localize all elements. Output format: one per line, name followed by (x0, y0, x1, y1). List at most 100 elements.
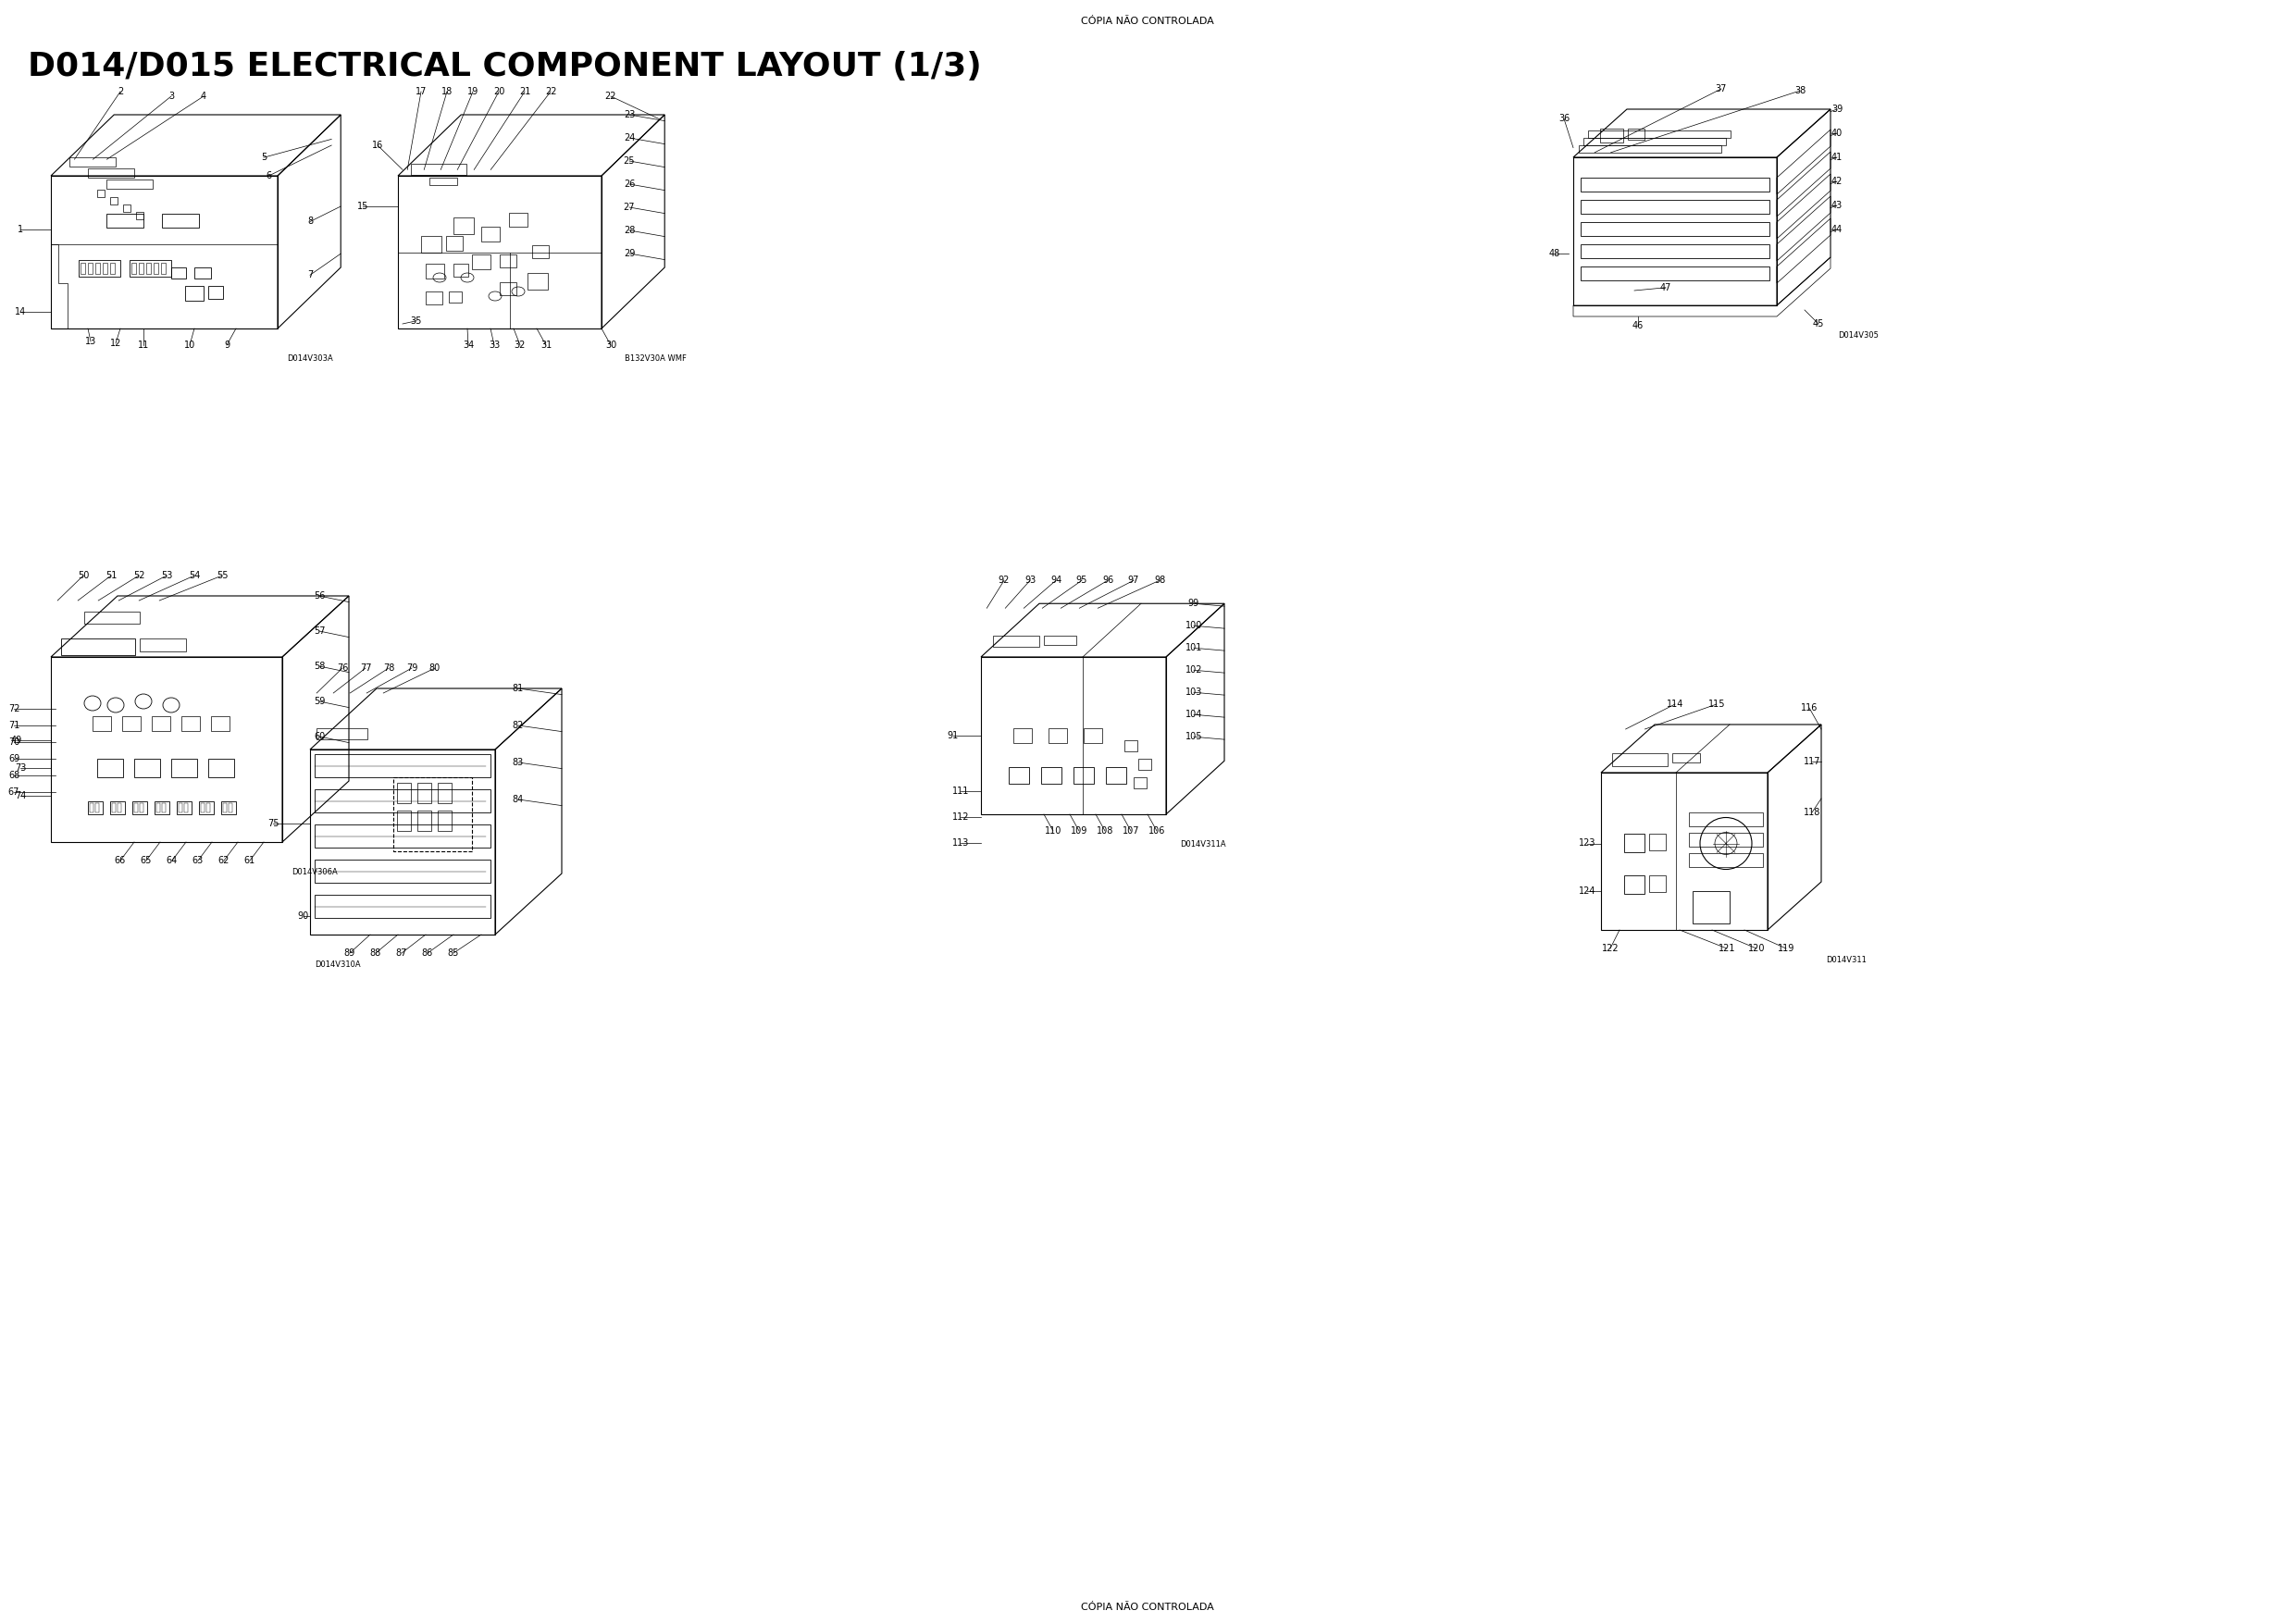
Text: 23: 23 (625, 110, 636, 120)
Text: 68: 68 (9, 771, 21, 781)
Text: 18: 18 (441, 88, 452, 96)
Text: 69: 69 (9, 755, 21, 763)
Bar (179, 803, 181, 813)
Text: 79: 79 (406, 664, 418, 672)
Bar (1107, 768, 1127, 784)
Bar (122, 716, 140, 730)
Bar (106, 214, 142, 227)
Text: 19: 19 (466, 88, 478, 96)
Bar (317, 729, 367, 738)
Bar (439, 810, 452, 831)
Text: 33: 33 (489, 341, 501, 351)
Text: 113: 113 (953, 837, 969, 847)
Text: 5: 5 (262, 153, 266, 162)
Text: 110: 110 (1045, 826, 1061, 836)
Bar (315, 860, 491, 883)
Text: 99: 99 (1187, 599, 1199, 609)
Text: 100: 100 (1185, 622, 1203, 630)
Text: 31: 31 (540, 341, 551, 351)
Bar (425, 292, 443, 305)
Bar (110, 263, 115, 274)
Text: 44: 44 (1832, 226, 1844, 234)
Text: 14: 14 (14, 307, 25, 316)
Text: 112: 112 (953, 812, 969, 821)
Text: 24: 24 (625, 133, 636, 143)
Bar (154, 263, 158, 274)
Text: 58: 58 (315, 662, 326, 670)
Text: 47: 47 (1660, 282, 1671, 292)
Bar (87, 263, 92, 274)
Text: 87: 87 (395, 948, 406, 958)
Bar (439, 782, 452, 803)
Text: 10: 10 (184, 341, 195, 351)
Text: 37: 37 (1715, 84, 1727, 94)
Bar (1008, 768, 1029, 784)
Text: 53: 53 (161, 571, 172, 579)
Text: 25: 25 (625, 156, 636, 166)
Bar (393, 777, 473, 852)
Bar (1628, 128, 1644, 140)
Text: 97: 97 (1127, 576, 1139, 584)
Bar (140, 803, 142, 813)
Text: 26: 26 (625, 180, 636, 188)
Bar (420, 235, 441, 253)
Text: 12: 12 (110, 339, 122, 347)
Bar (108, 180, 154, 188)
Text: 114: 114 (1667, 700, 1683, 709)
Bar (129, 260, 172, 276)
Text: 22: 22 (606, 91, 618, 101)
Bar (501, 282, 517, 295)
Text: 118: 118 (1802, 808, 1821, 816)
Bar (1690, 852, 1763, 867)
Bar (156, 803, 161, 813)
Bar (163, 214, 200, 227)
Bar (138, 263, 142, 274)
Text: 41: 41 (1832, 153, 1844, 162)
Text: 64: 64 (168, 855, 177, 865)
Text: 91: 91 (948, 730, 960, 740)
Text: 54: 54 (188, 571, 200, 579)
Bar (315, 789, 491, 813)
Bar (147, 263, 152, 274)
Text: D014V306A: D014V306A (292, 868, 338, 876)
Bar (181, 716, 200, 730)
Text: 20: 20 (494, 88, 505, 96)
Text: 29: 29 (625, 248, 636, 258)
Text: 28: 28 (625, 226, 636, 235)
Text: D014V303A: D014V303A (287, 354, 333, 362)
Bar (87, 169, 135, 179)
Bar (1690, 833, 1763, 846)
Text: 71: 71 (9, 721, 21, 730)
Text: 35: 35 (411, 316, 422, 326)
Bar (186, 286, 204, 300)
Bar (1075, 768, 1093, 784)
Bar (1612, 753, 1667, 766)
Text: 17: 17 (416, 88, 427, 96)
Text: 43: 43 (1832, 201, 1844, 209)
Text: 81: 81 (512, 683, 523, 693)
Bar (177, 802, 191, 815)
Text: 46: 46 (1632, 321, 1644, 331)
Text: 52: 52 (133, 571, 145, 579)
Text: 61: 61 (243, 855, 255, 865)
Text: 62: 62 (218, 855, 230, 865)
Bar (473, 255, 491, 269)
Bar (117, 803, 122, 813)
Text: 96: 96 (1102, 576, 1114, 584)
Bar (154, 802, 170, 815)
Text: D014V305: D014V305 (1837, 331, 1878, 339)
Text: 4: 4 (200, 91, 207, 101)
Bar (124, 204, 131, 213)
Bar (445, 235, 464, 252)
Text: 102: 102 (1185, 665, 1203, 675)
Text: 116: 116 (1800, 703, 1818, 712)
Text: 55: 55 (216, 571, 227, 579)
Text: 90: 90 (298, 912, 310, 920)
Bar (1040, 768, 1061, 784)
Bar (195, 268, 211, 279)
Bar (96, 803, 99, 813)
Bar (131, 263, 135, 274)
Text: 106: 106 (1148, 826, 1166, 836)
Bar (1042, 636, 1077, 644)
Bar (96, 263, 101, 274)
